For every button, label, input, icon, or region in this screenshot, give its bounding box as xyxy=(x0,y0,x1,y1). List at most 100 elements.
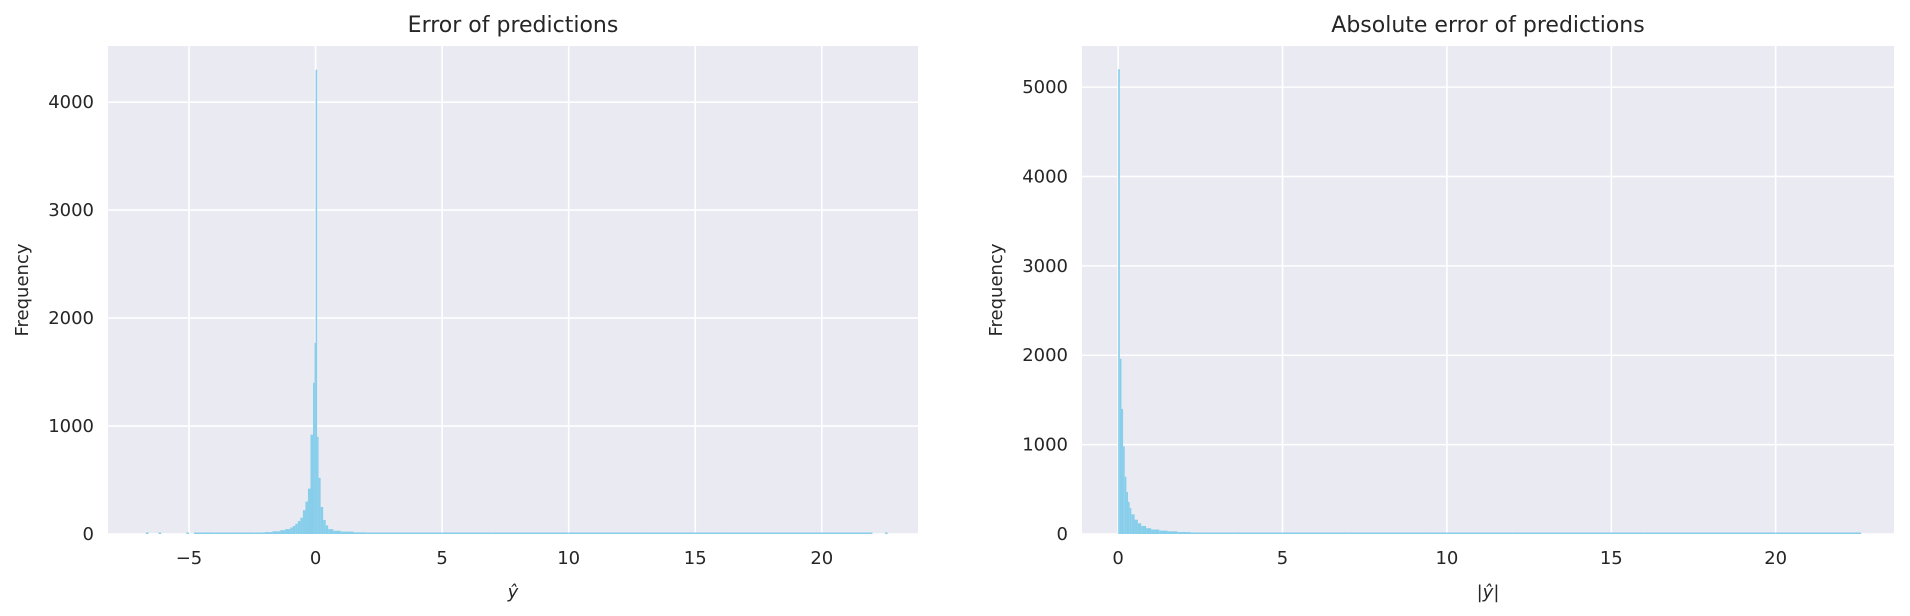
histogram-bar xyxy=(323,519,326,534)
histogram-bar xyxy=(1128,501,1130,534)
x-tick-label: 0 xyxy=(310,548,321,569)
x-tick-label: 0 xyxy=(1112,548,1123,569)
histogram-bar xyxy=(366,532,392,534)
histogram-bar xyxy=(1348,532,1431,534)
histogram-bar xyxy=(644,532,721,534)
y-tick-label: 4000 xyxy=(48,92,94,113)
x-tick-label: 20 xyxy=(1764,548,1787,569)
y-tick-label: 3000 xyxy=(48,200,94,221)
y-tick-label: 0 xyxy=(83,524,94,545)
histogram-bar xyxy=(295,523,298,534)
histogram-bar xyxy=(1123,446,1125,534)
x-axis-label: ŷ xyxy=(507,582,519,603)
histogram-bar xyxy=(1282,532,1349,534)
histogram-bar xyxy=(391,532,443,534)
histogram-bar xyxy=(333,530,341,534)
histogram-bar xyxy=(568,532,645,534)
x-tick-label: 15 xyxy=(684,548,707,569)
histogram-bar xyxy=(1131,514,1135,534)
histogram-bar xyxy=(442,532,493,534)
y-tick-label: 4000 xyxy=(1022,166,1068,187)
x-tick-label: 5 xyxy=(1277,548,1288,569)
y-tick-label: 2000 xyxy=(1022,345,1068,366)
histogram-bar xyxy=(1167,531,1178,534)
histogram-bar xyxy=(1159,530,1168,534)
histogram-bar xyxy=(307,488,311,534)
histogram-bar xyxy=(1206,532,1234,534)
histogram-bar xyxy=(194,532,215,534)
x-tick-label: −5 xyxy=(176,548,203,569)
histogram-bar xyxy=(796,532,873,534)
histogram-bar xyxy=(300,517,303,534)
plot-area xyxy=(1082,46,1894,534)
histogram-bar xyxy=(315,69,318,535)
y-tick-label: 2000 xyxy=(48,308,94,329)
x-tick-label: 5 xyxy=(436,548,447,569)
y-axis-label: Frequency xyxy=(986,243,1007,336)
histogram-bar xyxy=(1177,532,1191,534)
histogram-bar xyxy=(1146,528,1152,534)
histogram-bar xyxy=(1644,532,1776,534)
histogram-bar xyxy=(1512,532,1645,534)
histogram-bar xyxy=(885,532,888,534)
y-tick-label: 5000 xyxy=(1022,77,1068,98)
y-tick-label: 1000 xyxy=(48,416,94,437)
histogram-bar xyxy=(313,382,315,534)
histogram-bars xyxy=(145,69,888,535)
plot-area xyxy=(108,46,918,534)
histogram-bar xyxy=(1118,69,1120,534)
histogram-bar xyxy=(254,532,265,534)
histogram-bar xyxy=(1134,519,1138,534)
histogram-bar xyxy=(145,532,149,534)
histogram-bar xyxy=(264,532,273,534)
histogram-bar xyxy=(1124,476,1127,534)
histogram-bar xyxy=(186,532,189,534)
histogram-bar xyxy=(318,477,321,534)
histogram-bar xyxy=(310,434,314,534)
histogram-bar xyxy=(302,510,306,534)
x-tick-label: 10 xyxy=(557,548,580,569)
histogram-bar xyxy=(720,532,797,534)
absolute-error-histogram-chart: 0 5 10 15 20 0 1000 2000 3000 4000 5000 Absolute er… xyxy=(986,13,1894,603)
histogram-bar xyxy=(1137,523,1142,534)
chart-title: Error of predictions xyxy=(408,13,619,38)
histogram-bar xyxy=(285,529,291,534)
x-tick-label: 15 xyxy=(1600,548,1623,569)
histogram-bar xyxy=(1151,529,1160,534)
histogram-bar xyxy=(325,525,329,534)
histogram-bar xyxy=(1129,508,1132,534)
histogram-bar xyxy=(1141,525,1147,534)
histogram-bar xyxy=(317,436,319,534)
histogram-bar xyxy=(272,531,281,534)
histogram-bar xyxy=(290,527,293,534)
histogram-bar xyxy=(214,532,240,534)
histogram-bar xyxy=(239,532,255,534)
histogram-bar xyxy=(292,525,296,534)
error-histogram-chart: −5 0 5 10 15 20 0 1000 2000 3000 4000 Error of pred… xyxy=(12,13,918,603)
histogram-bar xyxy=(1190,532,1207,534)
y-tick-label: 1000 xyxy=(1022,435,1068,456)
histogram-bar xyxy=(328,529,334,534)
chart-title: Absolute error of predictions xyxy=(1331,13,1644,38)
histogram-bar xyxy=(492,532,569,534)
histogram-bar xyxy=(1775,532,1862,534)
histogram-bar xyxy=(305,501,308,534)
histogram-bar xyxy=(1233,532,1283,534)
histogram-bar xyxy=(1121,408,1124,534)
y-axis-label: Frequency xyxy=(12,243,33,336)
histogram-bar xyxy=(158,532,162,534)
histogram-bars xyxy=(1118,69,1862,534)
histogram-bar xyxy=(1430,532,1513,534)
y-tick-label: 0 xyxy=(1057,524,1068,545)
histogram-bar xyxy=(314,342,316,534)
histogram-bar xyxy=(320,507,324,534)
x-axis-label: |ŷ| xyxy=(1477,582,1500,603)
histogram-bar xyxy=(280,530,286,534)
x-tick-label: 10 xyxy=(1435,548,1458,569)
histogram-bar xyxy=(1126,491,1129,534)
histogram-bar xyxy=(340,531,354,534)
histogram-bar xyxy=(297,521,301,534)
histogram-bar xyxy=(353,532,367,534)
x-tick-label: 20 xyxy=(810,548,833,569)
